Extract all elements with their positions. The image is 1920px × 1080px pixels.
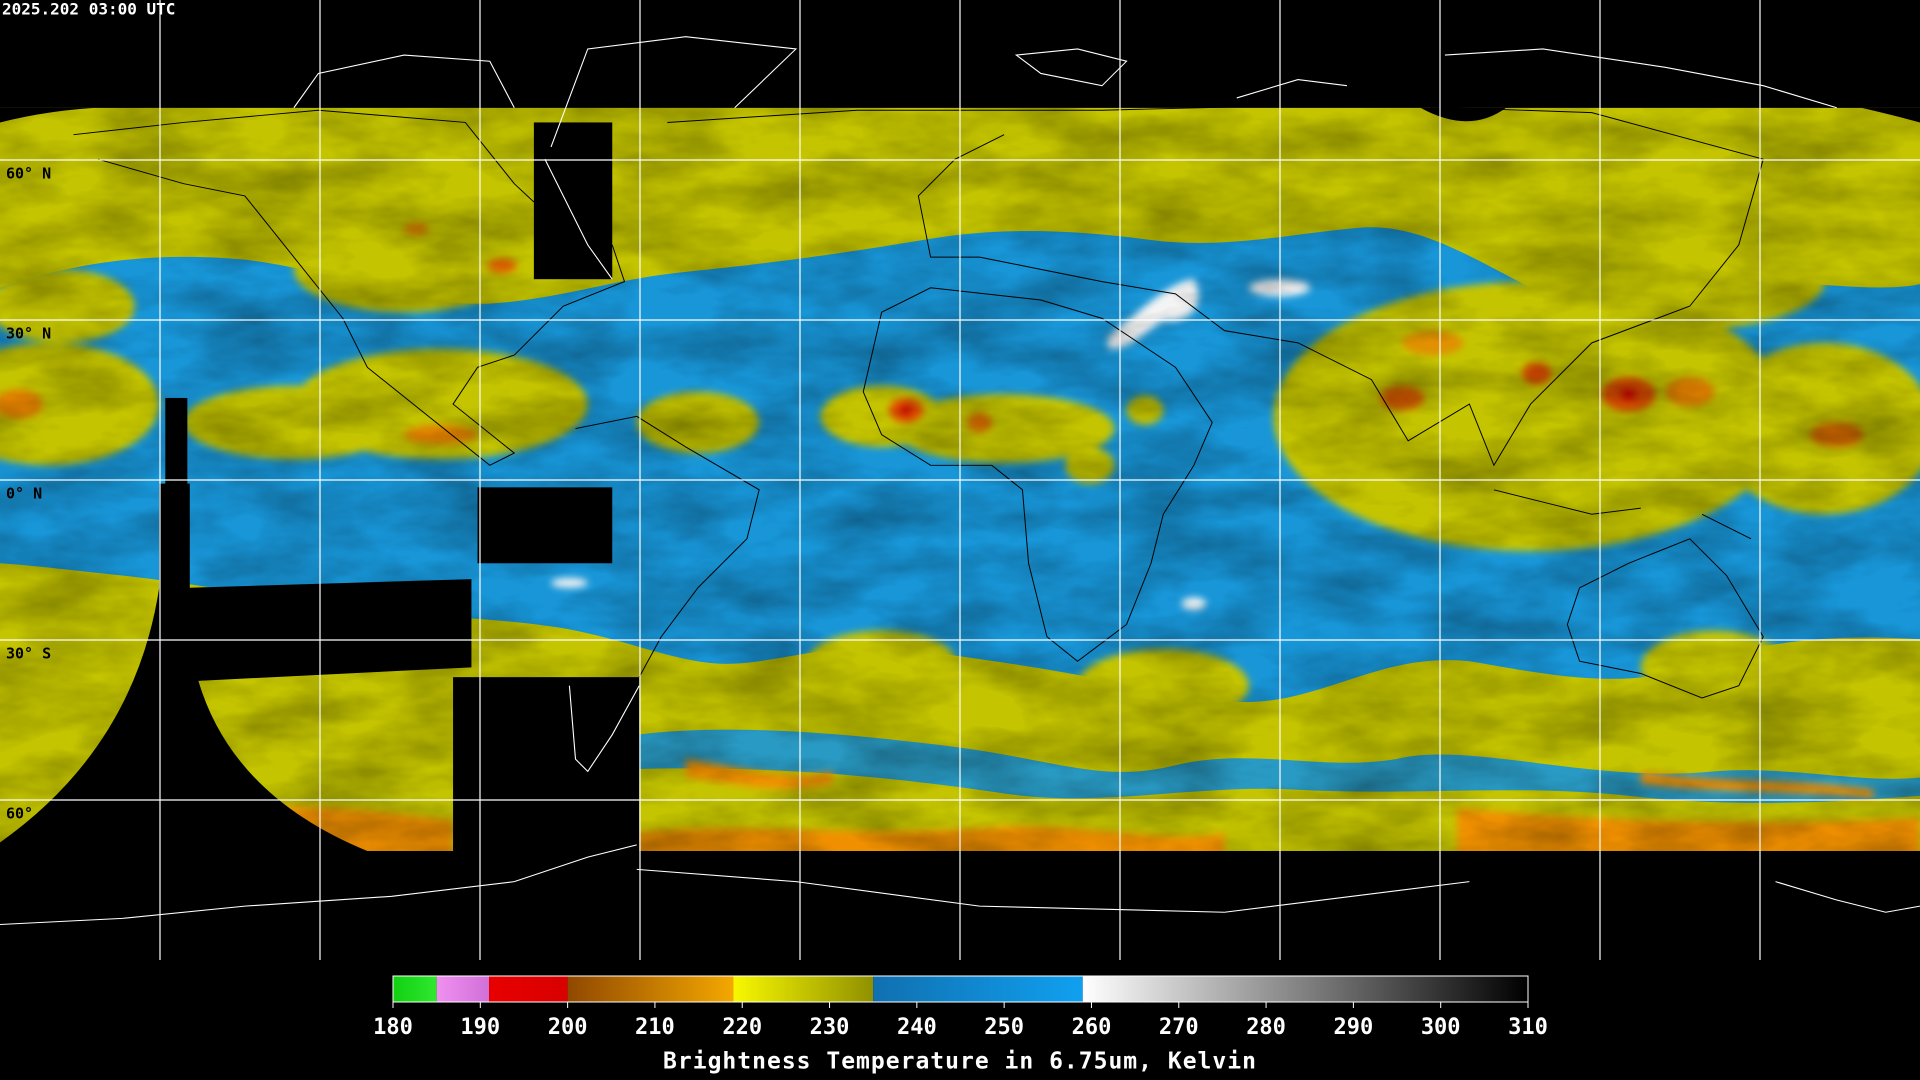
colorbar-segment — [393, 976, 437, 1002]
timestamp: 2025.202 03:00 UTC — [2, 0, 175, 19]
colorbar-tick-label: 270 — [1159, 1015, 1199, 1040]
colorbar-title: Brightness Temperature in 6.75um, Kelvin — [663, 1049, 1257, 1075]
no-data-west — [0, 483, 472, 852]
no-data-strip — [165, 397, 188, 487]
colorbar-tick-label: 290 — [1334, 1015, 1374, 1040]
colorbar-tick-label: 180 — [373, 1015, 413, 1040]
colorbar-tick-label: 250 — [984, 1015, 1024, 1040]
no-data-greenland — [533, 122, 613, 280]
parallel-label: 30° S — [6, 645, 51, 663]
colorbar-segment — [1082, 976, 1528, 1002]
colorbar-tick-label: 280 — [1246, 1015, 1286, 1040]
parallel-label: 60° N — [6, 165, 51, 183]
coastlines-white — [0, 36, 1920, 926]
no-data-pacific — [477, 487, 613, 564]
colorbar-segment — [567, 976, 734, 1002]
parallel-label: 0° N — [6, 485, 42, 503]
colorbar-tick-label: 190 — [460, 1015, 500, 1040]
colorbar-frame — [392, 975, 1529, 1003]
colorbar-tick-label: 210 — [635, 1015, 675, 1040]
colorbar-tick-label: 240 — [897, 1015, 937, 1040]
parallel-label: 30° N — [6, 325, 51, 343]
colorbar: 180 190 200 210 220 230 240 250 260 270 280 290 300 3… — [373, 975, 1548, 1040]
colorbar-segment — [873, 976, 1083, 1002]
colorbar-segment — [489, 976, 568, 1002]
colorbar-tick-label: 260 — [1072, 1015, 1112, 1040]
colorbar-tick-label: 200 — [548, 1015, 588, 1040]
colorbar-segment — [436, 976, 490, 1002]
colorbar-tick-label: 300 — [1421, 1015, 1461, 1040]
colorbar-tick-label: 310 — [1508, 1015, 1548, 1040]
parallel-label: 60° S — [6, 805, 51, 823]
colorbar-segment — [733, 976, 874, 1002]
no-data-south-america — [453, 677, 640, 852]
graticule: 60° N 30° N 0° N 30° S 60° S — [0, 0, 1920, 960]
colorbar-tick-label: 230 — [810, 1015, 850, 1040]
coastlines — [73, 103, 1764, 699]
colorbar-tick-label: 220 — [722, 1015, 762, 1040]
